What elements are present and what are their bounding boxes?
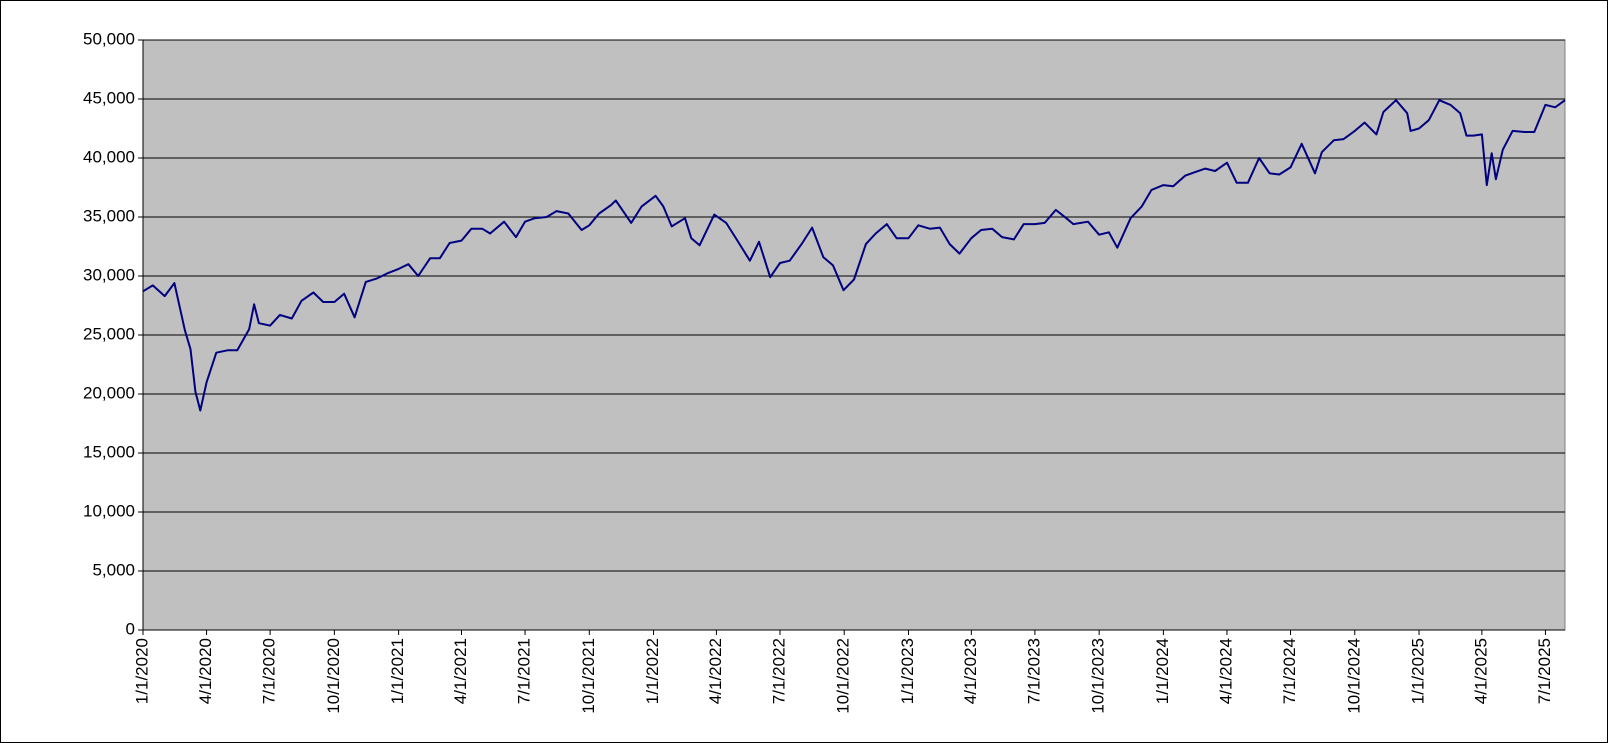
x-tick-label: 4/1/2021 (451, 638, 470, 704)
x-tick-label: 7/1/2024 (1280, 638, 1299, 704)
x-tick-label: 7/1/2020 (260, 638, 279, 704)
y-tick-label: 15,000 (83, 442, 135, 461)
x-tick-label: 4/1/2020 (196, 638, 215, 704)
x-tick-label: 4/1/2023 (961, 638, 980, 704)
y-tick-label: 45,000 (83, 88, 135, 107)
x-tick-label: 4/1/2022 (706, 638, 725, 704)
x-tick-label: 10/1/2021 (579, 638, 598, 714)
x-tick-label: 10/1/2020 (324, 638, 343, 714)
x-tick-label: 7/1/2023 (1024, 638, 1043, 704)
x-tick-label: 7/1/2025 (1535, 638, 1554, 704)
x-tick-label: 10/1/2024 (1344, 638, 1363, 714)
y-tick-label: 5,000 (92, 560, 135, 579)
y-tick-label: 0 (126, 619, 135, 638)
x-tick-label: 1/1/2025 (1409, 638, 1428, 704)
x-tick-label: 1/1/2024 (1153, 638, 1172, 704)
y-tick-label: 10,000 (83, 501, 135, 520)
y-tick-label: 25,000 (83, 324, 135, 343)
y-tick-label: 40,000 (83, 147, 135, 166)
data-line (142, 99, 1566, 412)
y-tick-label: 50,000 (83, 29, 135, 48)
x-tick-label: 1/1/2020 (132, 638, 151, 704)
y-tick-label: 35,000 (83, 206, 135, 225)
x-tick-label: 1/1/2023 (898, 638, 917, 704)
x-tick-label: 10/1/2022 (834, 638, 853, 714)
x-tick-label: 4/1/2024 (1216, 638, 1235, 704)
x-tick-label: 7/1/2021 (515, 638, 534, 704)
x-tick-label: 10/1/2023 (1089, 638, 1108, 714)
y-tick-label: 20,000 (83, 383, 135, 402)
y-tick-label: 30,000 (83, 265, 135, 284)
x-tick-label: 7/1/2022 (769, 638, 788, 704)
x-tick-label: 4/1/2025 (1471, 638, 1490, 704)
x-tick-label: 1/1/2021 (388, 638, 407, 704)
x-tick-label: 1/1/2022 (643, 638, 662, 704)
